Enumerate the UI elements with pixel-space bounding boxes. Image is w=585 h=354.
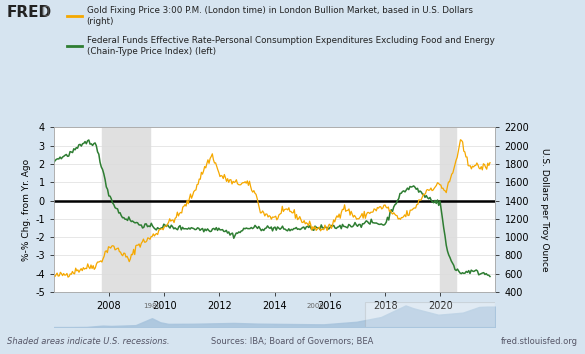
Y-axis label: U.S. Dollars per Troy Ounce: U.S. Dollars per Troy Ounce (540, 148, 549, 272)
Bar (102, 127, 150, 292)
Text: 2000: 2000 (307, 303, 325, 309)
Text: Shaded areas indicate U.S. recessions.: Shaded areas indicate U.S. recessions. (7, 337, 170, 346)
Text: Gold Fixing Price 3:00 P.M. (London time) in London Bullion Market, based in U.S: Gold Fixing Price 3:00 P.M. (London time… (87, 6, 473, 25)
Y-axis label: %-% Chg. from Yr. Ago: %-% Chg. from Yr. Ago (22, 159, 31, 261)
Text: 1980: 1980 (143, 303, 161, 309)
Text: fred.stlouisfed.org: fred.stlouisfed.org (501, 337, 578, 346)
Text: Federal Funds Effective Rate-Personal Consumption Expenditures Excluding Food an: Federal Funds Effective Rate-Personal Co… (87, 36, 494, 56)
Bar (441, 127, 456, 292)
FancyBboxPatch shape (364, 302, 495, 327)
Text: ⷠ: ⷠ (43, 6, 49, 16)
Text: FRED: FRED (7, 5, 52, 20)
Text: Sources: IBA; Board of Governors; BEA: Sources: IBA; Board of Governors; BEA (211, 337, 374, 346)
